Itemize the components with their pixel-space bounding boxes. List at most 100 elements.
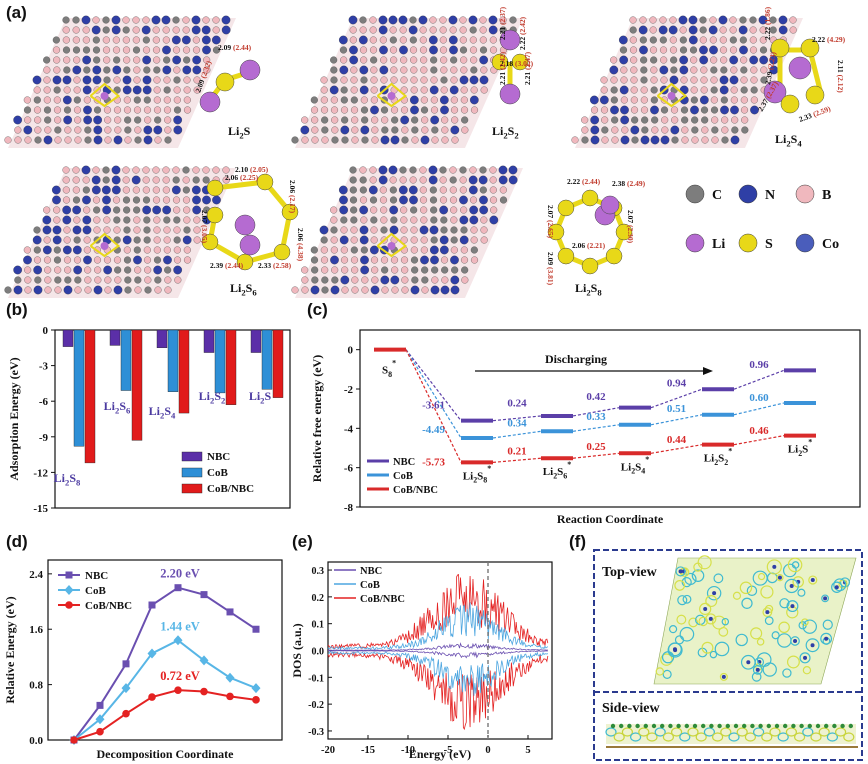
atom: [409, 195, 418, 205]
outer-frame: [593, 549, 863, 761]
connector: [733, 369, 785, 390]
panel-label-f: (f): [569, 532, 586, 551]
atom: [359, 186, 367, 194]
atom: [349, 36, 357, 44]
atom: [52, 225, 62, 235]
atom: [164, 126, 172, 134]
atom: [349, 166, 357, 174]
atom: [480, 216, 488, 224]
bond-length-label: 2.22 (2.42): [518, 16, 527, 50]
atom: [793, 638, 798, 643]
atom: [62, 36, 70, 44]
atom: [380, 206, 388, 214]
atom: [112, 36, 120, 44]
bond-length-label: 2.10 (2.05): [235, 165, 269, 174]
atom: [52, 46, 61, 54]
atom: [430, 236, 438, 244]
atom: [641, 126, 649, 134]
atom: [102, 36, 110, 44]
atom: [460, 206, 468, 214]
atom: [701, 723, 706, 729]
atom: [660, 106, 669, 114]
atom: [330, 285, 340, 295]
atom: [350, 246, 358, 254]
atom: [34, 126, 42, 134]
s-atom: [206, 179, 224, 197]
bar-cob: [214, 329, 226, 394]
atom: [360, 76, 368, 84]
dos-trace-down: [327, 650, 548, 659]
atom: [340, 125, 350, 135]
bond-length-label: 2.06 (2.21): [572, 241, 606, 250]
atom: [359, 176, 367, 184]
atom: [488, 15, 498, 25]
atom: [450, 216, 458, 224]
atom: [53, 246, 61, 254]
atom: [759, 55, 769, 65]
atom: [142, 166, 150, 174]
energy-value-label: 0.42: [586, 391, 606, 403]
atom: [212, 166, 220, 174]
atom: [419, 186, 427, 194]
connector: [733, 435, 785, 446]
y-tick-label: 0.0: [312, 647, 325, 658]
isosurface-lobe: [764, 616, 774, 626]
y-tick-label: 0.1: [312, 620, 325, 631]
atom: [398, 185, 408, 195]
atom: [134, 136, 142, 144]
atom: [659, 36, 667, 44]
atom: [400, 115, 410, 125]
atom: [103, 226, 111, 234]
atom: [450, 76, 458, 84]
atom: [350, 86, 358, 94]
connector: [405, 349, 462, 439]
atom: [23, 125, 33, 135]
atom: [124, 116, 132, 124]
energy-value-label: -5.73: [422, 456, 445, 468]
isosurface-lobe: [799, 652, 811, 664]
atom: [449, 45, 458, 55]
atom: [676, 723, 681, 729]
atom: [360, 96, 368, 104]
bond-length-label: 2.11 (2.12): [836, 60, 845, 93]
atom: [331, 116, 339, 124]
atom: [601, 136, 609, 144]
s-atom: [605, 247, 623, 265]
atom: [468, 15, 478, 25]
atom: [43, 96, 51, 104]
atom: [721, 126, 729, 134]
bond-length-label: 2.06 (2.17): [288, 180, 297, 214]
atom: [740, 86, 748, 94]
atom: [331, 136, 339, 144]
atom: [142, 55, 152, 65]
atom: [469, 205, 479, 215]
atom: [123, 206, 131, 214]
atom: [699, 16, 707, 24]
atom: [133, 56, 141, 64]
atom: [359, 225, 369, 235]
atom: [52, 195, 61, 205]
atom: [430, 206, 438, 214]
li-atom: [234, 214, 256, 236]
atom: [349, 55, 359, 65]
atom: [42, 225, 52, 235]
x-tick-label: -15: [361, 745, 375, 756]
atom: [370, 236, 378, 244]
atom: [390, 256, 399, 264]
isosurface-lobe: [662, 669, 672, 679]
atom: [173, 86, 181, 94]
atom: [331, 266, 339, 274]
isosurface-lobe: [752, 664, 763, 675]
atom: [330, 56, 338, 64]
atom: [182, 176, 190, 184]
isosurface-lobe: [751, 672, 762, 682]
atom: [370, 206, 378, 214]
series-line: [73, 689, 257, 741]
atom: [749, 16, 757, 24]
atom: [368, 185, 378, 195]
atom: [330, 66, 338, 74]
atom: [708, 616, 713, 621]
atom: [640, 106, 649, 114]
atom: [740, 76, 748, 84]
atom: [182, 166, 190, 174]
